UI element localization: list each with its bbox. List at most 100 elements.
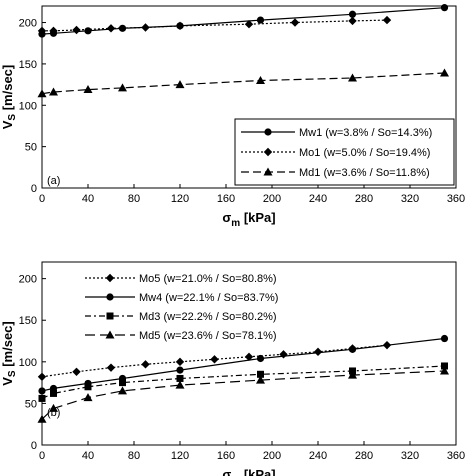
- data-point: [84, 27, 92, 35]
- data-point: [141, 360, 150, 369]
- legend-marker: [105, 330, 115, 339]
- data-point: [440, 366, 449, 375]
- series-triangle: [37, 68, 449, 98]
- data-point: [290, 18, 300, 27]
- data-point: [440, 334, 449, 343]
- x-tick-label: 200: [263, 450, 281, 462]
- x-tick-label: 160: [217, 450, 235, 462]
- data-point: [382, 15, 392, 25]
- y-tick-label: 50: [25, 142, 37, 154]
- x-tick-label: 0: [39, 193, 45, 205]
- data-point: [83, 85, 93, 94]
- legend-marker: [106, 293, 114, 301]
- y-tick-label: 100: [19, 100, 37, 112]
- x-tick-label: 360: [447, 450, 465, 462]
- x-tick-label: 120: [171, 193, 189, 205]
- data-point: [348, 10, 357, 18]
- x-tick-label: 80: [128, 450, 140, 462]
- y-tick-label: 150: [19, 59, 37, 71]
- legend: Mo5 (w=21.0% / So=80.8%) Mw4 (w=22.1% / S…: [85, 273, 278, 342]
- y-tick-label: 0: [31, 183, 37, 195]
- y-tick-label: 100: [19, 357, 37, 369]
- y-axis-label: VS [m/sec]: [0, 65, 18, 129]
- data-point: [72, 367, 81, 376]
- data-point: [84, 383, 92, 391]
- data-point: [176, 374, 184, 382]
- y-tick-label: 200: [19, 274, 37, 286]
- series-line: [41, 337, 445, 392]
- x-tick-label: 360: [447, 193, 465, 205]
- data-point: [38, 387, 46, 395]
- y-tick-label: 150: [19, 315, 37, 327]
- data-point: [256, 354, 265, 363]
- data-point: [256, 75, 265, 84]
- data-point: [313, 347, 323, 357]
- data-point: [38, 394, 46, 402]
- data-point: [175, 21, 185, 31]
- data-point: [244, 20, 254, 29]
- data-point: [175, 80, 185, 89]
- data-point: [118, 386, 127, 395]
- legend-label: Mw1 (w=3.8% / So=14.3%): [299, 127, 432, 139]
- data-point: [118, 83, 127, 92]
- y-axis-label: VS [m/sec]: [0, 321, 18, 385]
- series-triangle: [37, 366, 449, 423]
- series-line: [42, 19, 388, 32]
- data-point: [106, 24, 116, 33]
- x-axis-label: σm [kPa]: [222, 210, 275, 229]
- data-point: [210, 355, 219, 364]
- x-axis-label: σm [kPa]: [222, 467, 275, 476]
- legend-label: Mo1 (w=5.0% / So=19.4%): [299, 147, 430, 159]
- data-point: [175, 357, 185, 367]
- data-point: [348, 73, 357, 82]
- y-tick-label: 50: [25, 398, 37, 410]
- x-tick-label: 280: [355, 193, 373, 205]
- legend-marker: [106, 312, 114, 320]
- x-tick-label: 40: [82, 450, 94, 462]
- plot-frame: [41, 261, 457, 446]
- y-tick-label: 200: [19, 18, 37, 30]
- legend: Mw1 (w=3.8% / So=14.3%) Mo1 (w=5.0% / So=…: [234, 118, 455, 186]
- data-point: [256, 375, 265, 384]
- legend-marker: [263, 147, 273, 157]
- series-line: [41, 72, 445, 95]
- series-line: [41, 370, 445, 420]
- x-tick-label: 40: [82, 193, 94, 205]
- chart-panel-b: 0 40 80 120 160 200 240 280 320 360 0 50 100 150 200 σm…: [0, 261, 465, 476]
- data-point: [37, 372, 47, 381]
- y-tick-label: 0: [31, 440, 37, 452]
- legend-marker: [264, 128, 272, 136]
- chart-panel-a: 0 40 80 120 160 200 240 280 320 360 0 50 100 150 200 σm…: [0, 4, 465, 229]
- x-tick-label: 320: [401, 193, 419, 205]
- legend-label: Md1 (w=3.6% / So=11.8%): [299, 167, 430, 179]
- data-point: [37, 414, 47, 423]
- legend-label: Mw4 (w=22.1% / So=83.7%): [139, 292, 278, 304]
- data-point: [72, 25, 81, 35]
- data-point: [37, 89, 47, 98]
- data-point: [49, 87, 58, 96]
- legend-label: Mo5 (w=21.0% / So=80.8%): [139, 273, 277, 285]
- series-line: [41, 365, 445, 399]
- x-tick-label: 240: [309, 450, 327, 462]
- x-tick-label: 160: [217, 193, 235, 205]
- legend-label: Md5 (w=23.6% / So=78.1%): [139, 330, 277, 342]
- data-point: [348, 370, 357, 379]
- legend-marker: [263, 167, 273, 176]
- data-point: [440, 4, 449, 12]
- panel-label: (a): [47, 175, 60, 187]
- data-point: [141, 23, 150, 32]
- x-tick-label: 280: [355, 450, 373, 462]
- data-point: [257, 370, 264, 378]
- data-point: [49, 26, 58, 36]
- data-point: [348, 16, 357, 26]
- data-point: [50, 389, 57, 397]
- data-point: [244, 352, 254, 362]
- data-point: [175, 380, 185, 389]
- data-point: [256, 16, 265, 24]
- data-point: [119, 379, 126, 387]
- data-point: [176, 366, 184, 374]
- x-tick-label: 200: [263, 193, 281, 205]
- data-point: [37, 26, 47, 36]
- x-tick-label: 0: [39, 450, 45, 462]
